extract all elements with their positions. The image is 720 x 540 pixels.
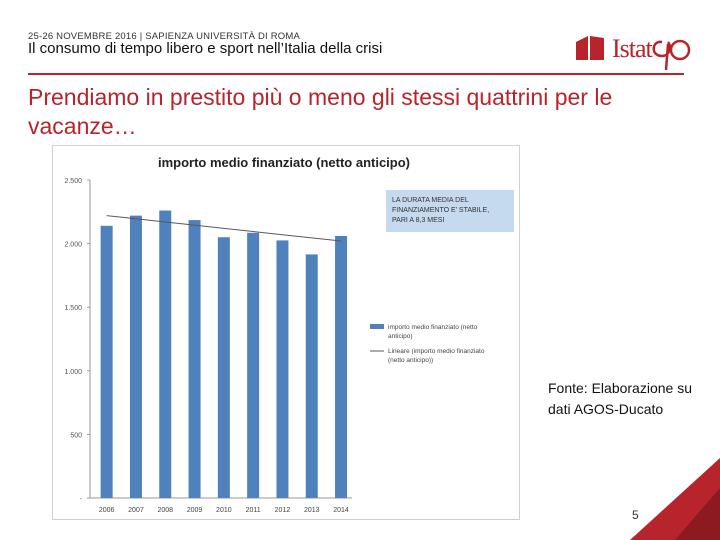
bar-chart: importo medio finanziato (netto anticipo… xyxy=(52,145,520,520)
bar xyxy=(159,210,172,498)
trend-line xyxy=(106,215,342,242)
event-caption: 25-26 NOVEMBRE 2016 | SAPIENZA UNIVERSIT… xyxy=(28,31,301,42)
y-tick-label: 2.000 xyxy=(64,242,82,249)
chart-title: importo medio finanziato (netto anticipo… xyxy=(158,155,410,170)
y-tick-label: 2.500 xyxy=(64,178,82,185)
y-tick-labels: - 500 1.000 1.500 2.000 2.500 xyxy=(64,178,90,503)
legend-label-trend: Lineare (importo medio finanziato (netto … xyxy=(388,348,485,364)
y-tick-label: 500 xyxy=(70,432,82,439)
bar xyxy=(276,240,289,499)
bar xyxy=(305,254,318,498)
legend-label-bars: importo medio finanziato (netto anticipo) xyxy=(388,324,478,340)
note-text: LA DURATA MEDIA DEL FINANZIAMENTO E' STAB… xyxy=(392,197,489,224)
istat-logo-icon xyxy=(576,36,691,71)
y-tick-label: 1.500 xyxy=(64,305,82,312)
bar xyxy=(188,220,201,498)
x-tick-label: 2006 xyxy=(99,507,115,514)
x-tick-label: 2010 xyxy=(216,507,232,514)
y-tick-label: - xyxy=(80,496,83,503)
x-tick-label: 2007 xyxy=(128,507,144,514)
legend-swatch-bars xyxy=(370,324,384,329)
y-tick-label: 1.000 xyxy=(64,369,82,376)
x-tick-label: 2014 xyxy=(333,507,349,514)
x-tick-label: 2012 xyxy=(275,507,291,514)
x-tick-label: 2009 xyxy=(187,507,203,514)
source-note: Fonte: Elaborazione su dati AGOS-Ducato xyxy=(548,380,692,417)
x-tick-labels: 2006 2007 2008 2009 2010 2011 2012 2013 2014 xyxy=(99,507,349,514)
note-box xyxy=(386,190,514,232)
bar xyxy=(129,215,142,498)
header-divider xyxy=(28,73,684,75)
bar xyxy=(247,232,260,498)
corner-decoration xyxy=(630,458,720,540)
presentation-title: Il consumo di tempo libero e sport nell’… xyxy=(28,40,383,57)
bar xyxy=(217,237,230,498)
x-tick-label: 2011 xyxy=(246,507,261,514)
x-tick-label: 2013 xyxy=(304,507,320,514)
x-tick-label: 2008 xyxy=(157,507,173,514)
page-number: 5 xyxy=(632,508,639,522)
logo-wordmark: Istat xyxy=(612,34,653,63)
bar xyxy=(335,235,348,498)
slide-title: Prendiamo in prestito più o meno gli ste… xyxy=(28,84,613,139)
chart-legend: importo medio finanziato (netto anticipo)… xyxy=(370,324,485,364)
bar xyxy=(100,225,113,498)
bar-series xyxy=(100,210,348,499)
